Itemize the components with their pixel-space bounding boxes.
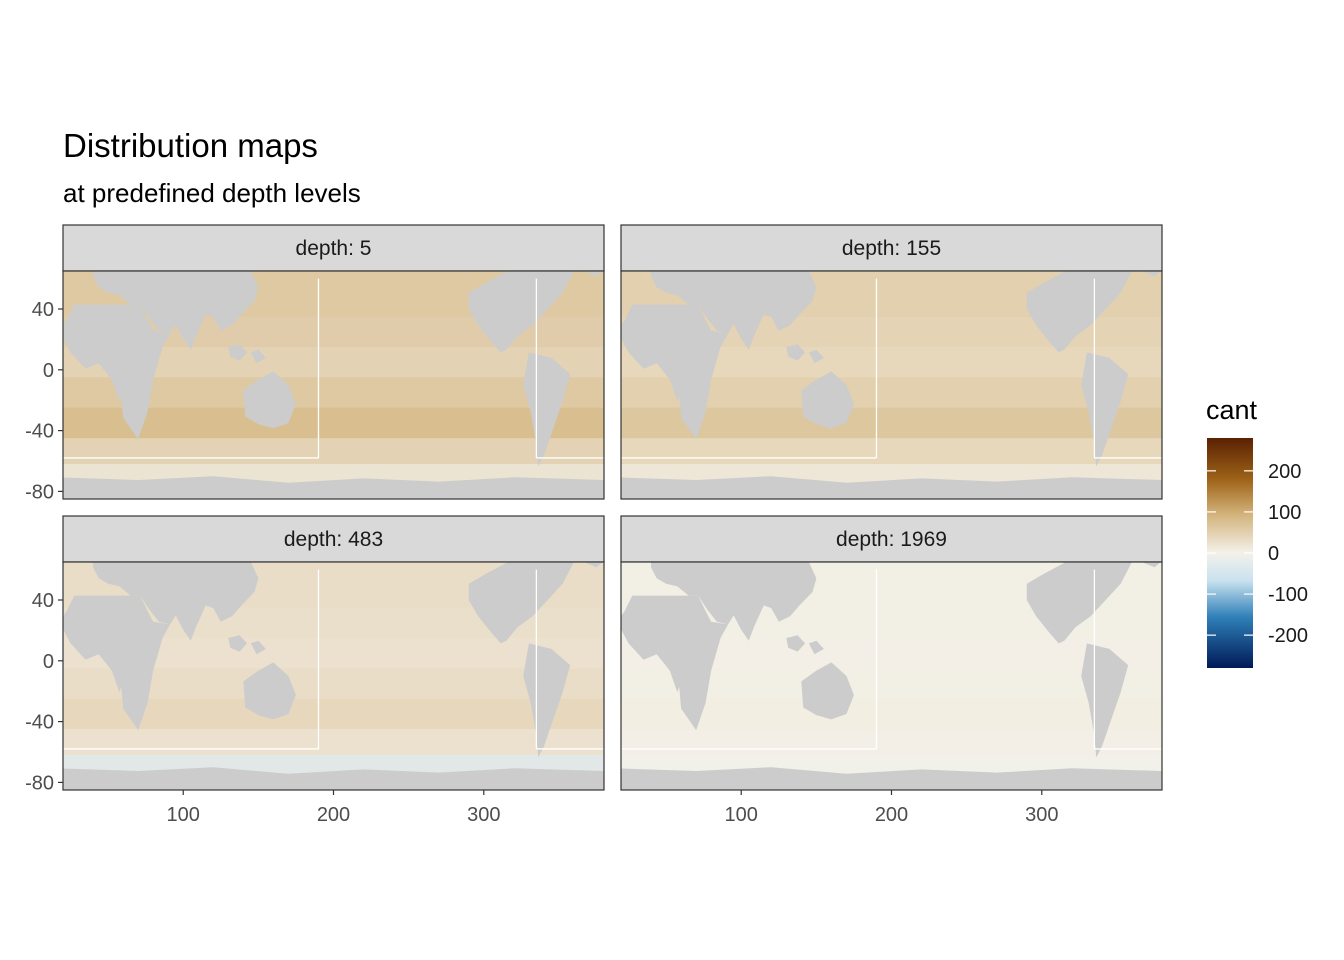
facet-strip	[620, 515, 1163, 563]
map-area	[621, 562, 1162, 790]
map-area	[63, 271, 604, 499]
x-tick-label: 200	[317, 804, 350, 826]
ocean-band	[621, 698, 1162, 730]
facet-panel: depth: 483 40 0 -40 -80 100 200 300	[25, 515, 605, 826]
x-tick-label: 100	[725, 804, 758, 826]
ocean-band	[63, 729, 604, 756]
x-tick-label: 200	[875, 804, 908, 826]
ocean-band	[63, 668, 604, 699]
map-area	[63, 562, 604, 790]
legend-label: -200	[1268, 625, 1308, 647]
ocean-band	[63, 377, 604, 408]
facet-strip	[62, 515, 605, 563]
panel-border	[62, 270, 605, 500]
legend-label: 0	[1268, 543, 1279, 565]
y-tick-label: 40	[32, 590, 54, 612]
ocean-band	[621, 729, 1162, 756]
plot-subtitle: at predefined depth levels	[63, 178, 361, 208]
facet-strip-label: depth: 5	[296, 237, 372, 260]
legend-label: 200	[1268, 461, 1301, 483]
ocean-band	[621, 438, 1162, 465]
facet-strip-label: depth: 155	[842, 237, 941, 260]
ocean-band	[621, 668, 1162, 699]
y-tick-label: 40	[32, 299, 54, 321]
ocean-band	[63, 407, 604, 439]
legend: cant 200 100 0 -100 -200	[1206, 395, 1308, 668]
map-area	[621, 271, 1162, 499]
ocean-band	[621, 377, 1162, 408]
x-tick-label: 300	[1025, 804, 1058, 826]
y-tick-label: 0	[43, 651, 54, 673]
ocean-band	[63, 438, 604, 465]
y-tick-label: -80	[25, 481, 54, 503]
facet-strip-label: depth: 1969	[836, 528, 947, 551]
y-tick-label: -40	[25, 712, 54, 734]
x-tick-label: 100	[167, 804, 200, 826]
facet-strip-label: depth: 483	[284, 528, 383, 551]
x-tick-label: 300	[467, 804, 500, 826]
legend-ticks: 200 100 0 -100 -200	[1207, 461, 1308, 647]
facet-panel: depth: 5 40 0 -40 -80	[25, 224, 605, 503]
legend-label: 100	[1268, 502, 1301, 524]
legend-label: -100	[1268, 584, 1308, 606]
facet-strip	[62, 224, 605, 272]
y-tick-label: 0	[43, 360, 54, 382]
panel-border	[620, 270, 1163, 500]
facet-panel: depth: 155	[620, 224, 1163, 500]
legend-title: cant	[1206, 395, 1258, 425]
y-tick-label: -80	[25, 772, 54, 794]
ocean-band	[63, 698, 604, 730]
ocean-band	[621, 407, 1162, 439]
facet-panel: depth: 1969 100 200 300	[620, 515, 1163, 826]
facet-panels: depth: 5 40 0 -40 -80 depth: 155 depth: 483 40 0…	[25, 224, 1163, 826]
plot-title: Distribution maps	[63, 127, 318, 164]
y-tick-label: -40	[25, 421, 54, 443]
